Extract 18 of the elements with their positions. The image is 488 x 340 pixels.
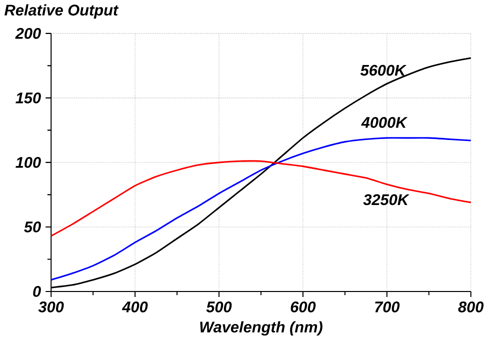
x-tick-label: 700 [375, 302, 400, 312]
x-tick-label: 800 [458, 302, 484, 312]
line-series [50, 160, 472, 237]
x-tick-label: 600 [290, 302, 316, 312]
x-axis-title: Wavelength (nm) [200, 321, 322, 336]
x-tick-label: 500 [206, 302, 232, 312]
y-axis-title: Relative Output [4, 4, 119, 19]
y-tick-label: 150 [16, 92, 41, 104]
series-label: 5600K [360, 64, 407, 76]
line-series [50, 137, 472, 281]
y-tick-label: 50 [24, 222, 41, 232]
x-tick-label: 400 [122, 302, 148, 312]
series-label: 4000K [361, 117, 408, 128]
y-tick-label: 100 [16, 157, 41, 168]
x-tick-label: 300 [38, 302, 64, 312]
series-label: 3250K [363, 194, 410, 206]
y-tick-label: 0 [33, 286, 41, 297]
y-tick-label: 200 [15, 28, 41, 39]
